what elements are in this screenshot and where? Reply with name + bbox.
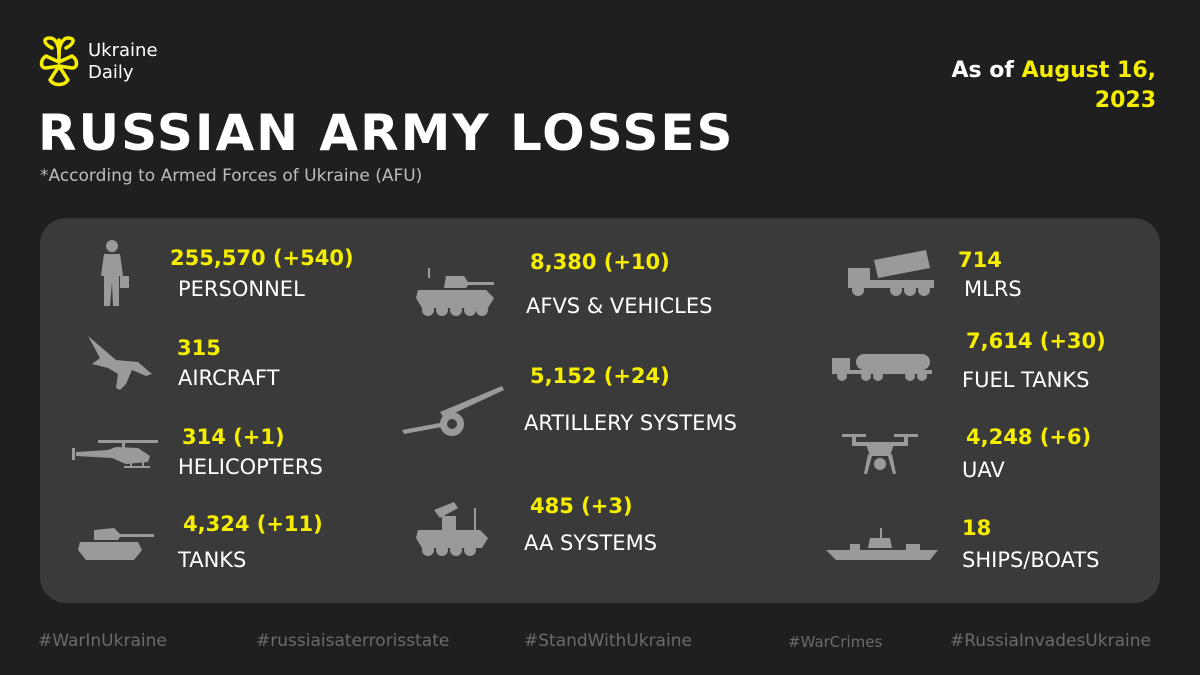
tank-icon (76, 526, 156, 562)
tanks-value: 4,324 (+11) (183, 512, 323, 536)
ukraine-daily-flower-logo-icon (39, 36, 79, 87)
artillery-icon (400, 384, 506, 440)
as-of-date: As of August 16, 2023 (952, 56, 1156, 116)
brand-name: Ukraine Daily (88, 40, 158, 84)
ships-label: SHIPS/BOATS (962, 548, 1100, 572)
ship-icon (826, 528, 940, 564)
hashtag: #WarInUkraine (38, 631, 167, 651)
helicopters-label: HELICOPTERS (178, 455, 323, 479)
uav-label: UAV (962, 458, 1005, 482)
helicopters-value: 314 (+1) (182, 425, 285, 449)
mlrs-label: MLRS (964, 277, 1022, 301)
as-of-prefix: As of (951, 58, 1022, 83)
soldier-icon (96, 240, 132, 308)
tanks-label: TANKS (178, 548, 247, 572)
afvs-value: 8,380 (+10) (530, 250, 670, 274)
aircraft-label: AIRCRAFT (178, 366, 280, 390)
artillery-label: ARTILLERY SYSTEMS (524, 411, 737, 435)
aircraft-value: 315 (177, 336, 221, 360)
uav-value: 4,248 (+6) (966, 425, 1092, 449)
aircraft-icon (86, 334, 156, 392)
hashtag: #StandWithUkraine (524, 631, 692, 651)
helicopter-icon (72, 438, 162, 472)
aa-systems-label: AA SYSTEMS (524, 531, 658, 555)
personnel-value: 255,570 (+540) (170, 246, 354, 270)
mlrs-value: 714 (958, 248, 1002, 272)
as-of-date-line-2: 2023 (1094, 88, 1156, 113)
hashtag: #russiaisaterrorisstate (256, 631, 450, 651)
hashtags-bar: #WarInUkraine #russiaisaterrorisstate #S… (0, 631, 1200, 655)
ships-value: 18 (962, 516, 992, 540)
hashtag: #WarCrimes (788, 633, 883, 651)
fuel-tanks-label: FUEL TANKS (962, 368, 1090, 392)
brand-line-1: Ukraine (88, 40, 158, 61)
hashtag: #RussiaInvadesUkraine (950, 631, 1151, 651)
as-of-date-line-1: August 16, (1021, 58, 1156, 83)
losses-panel: 255,570 (+540) PERSONNEL 315 AIRCRAFT 31… (40, 218, 1160, 603)
brand-logo: Ukraine Daily (38, 36, 158, 88)
personnel-label: PERSONNEL (178, 277, 305, 301)
afv-icon (414, 268, 498, 318)
brand-line-2: Daily (88, 62, 134, 83)
aa-system-icon (414, 502, 494, 558)
page-subtitle: *According to Armed Forces of Ukraine (A… (40, 166, 423, 186)
fuel-tanks-value: 7,614 (+30) (966, 329, 1106, 353)
drone-icon (840, 430, 920, 480)
mlrs-icon (846, 248, 936, 298)
page-title: RUSSIAN ARMY LOSSES (38, 104, 735, 162)
aa-systems-value: 485 (+3) (530, 494, 633, 518)
fuel-tank-icon (830, 352, 934, 382)
artillery-value: 5,152 (+24) (530, 364, 670, 388)
afvs-label: AFVS & VEHICLES (526, 294, 713, 318)
